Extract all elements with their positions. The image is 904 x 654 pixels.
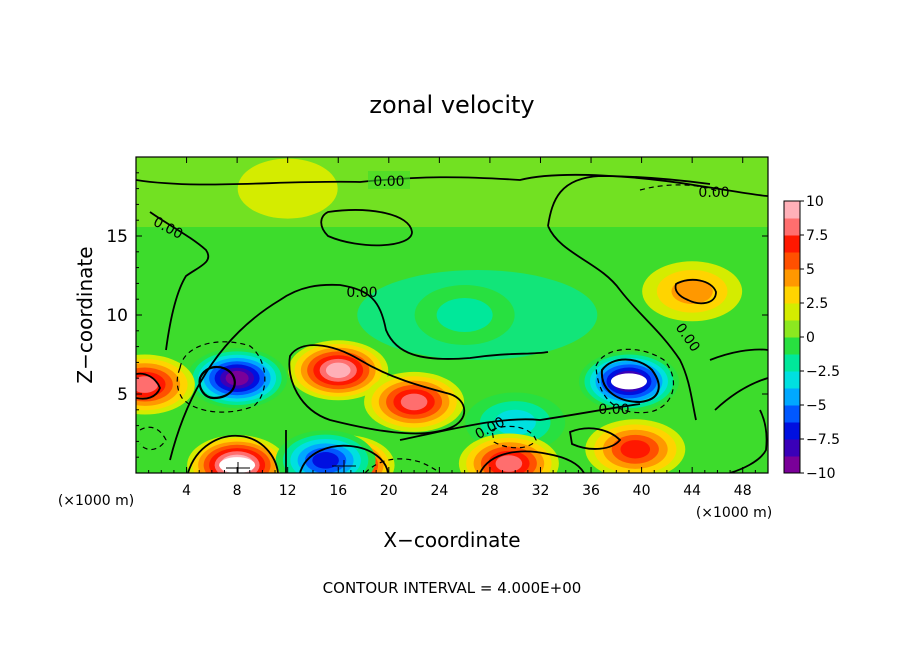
contour-line — [709, 348, 768, 361]
contour-line — [547, 175, 711, 421]
colorbar-swatch — [784, 286, 800, 304]
colorbar-swatch — [784, 252, 800, 270]
colorbar-swatch — [784, 354, 800, 372]
contour-line — [714, 377, 768, 411]
colorbar-tick-label: 2.5 — [806, 296, 828, 312]
contour-line — [288, 344, 466, 435]
colorbar-tick-label: 7.5 — [806, 228, 828, 244]
x-unit-label: (×1000 m) — [696, 505, 772, 521]
x-tick-label: 12 — [279, 483, 297, 499]
x-tick-label: 36 — [582, 483, 600, 499]
colorbar-tick-label: 5 — [806, 262, 815, 278]
contour-line — [320, 209, 413, 247]
x-axis-label: X−coordinate — [383, 528, 520, 552]
colorbar-tick-label: −5 — [806, 398, 827, 414]
colorbar-swatch — [784, 405, 800, 423]
contour-line — [198, 365, 236, 400]
y-axis-label: Z−coordinate — [73, 246, 97, 383]
contour-line — [139, 426, 167, 451]
contour-label: 0.00 — [598, 402, 629, 418]
contour-line — [674, 278, 717, 305]
contour-line — [149, 211, 210, 351]
colorbar-tick-label: 0 — [806, 330, 815, 346]
contour-line — [399, 403, 641, 441]
colorbar-swatch — [784, 371, 800, 389]
colorbar-swatch — [784, 422, 800, 440]
contour-line — [176, 341, 266, 413]
velocity-feature — [288, 340, 389, 401]
plot-area: 0.00 0.00 0.00 0.00 0.00 0.00 0.00 — [136, 157, 768, 473]
contour-lines — [136, 173, 768, 473]
colorbar-swatch — [784, 320, 800, 338]
colorbar-tick-label: 10 — [806, 194, 824, 210]
colorbar-swatch — [784, 218, 800, 236]
velocity-field — [136, 157, 768, 473]
x-tick-label: 8 — [233, 483, 242, 499]
contour-line — [729, 409, 768, 473]
contour-interval-note: CONTOUR INTERVAL = 4.000E+00 — [323, 579, 582, 597]
contour-line — [136, 173, 768, 197]
y-unit-label: (×1000 m) — [58, 493, 134, 509]
velocity-feature — [275, 430, 376, 473]
chart-title: zonal velocity — [369, 91, 534, 119]
x-tick-label: 20 — [380, 483, 398, 499]
x-tick-label: 24 — [430, 483, 448, 499]
colorbar-swatch — [784, 388, 800, 406]
contour-line — [595, 348, 674, 414]
contour-line — [479, 450, 585, 473]
contour-label: 0.00 — [346, 285, 377, 301]
colorbar-swatch — [784, 303, 800, 321]
max-marker — [226, 460, 356, 473]
colorbar-tick-label: −7.5 — [806, 432, 840, 448]
colorbar-swatch — [784, 201, 800, 219]
y-tick-label: 10 — [106, 306, 128, 326]
contour-line — [364, 458, 441, 473]
colorbar-swatch — [784, 269, 800, 287]
x-tick-label: 16 — [329, 483, 347, 499]
contour-line — [491, 425, 537, 449]
colorbar-swatch — [784, 439, 800, 457]
contour-line — [169, 283, 549, 461]
velocity-feature — [364, 371, 465, 432]
x-tick-label: 48 — [734, 483, 752, 499]
y-tick-label: 5 — [117, 385, 128, 405]
contour-label: 0.00 — [698, 185, 729, 201]
colorbar-tick-label: −10 — [806, 466, 836, 482]
contour-line — [568, 427, 622, 450]
colorbar-tick-label: −2.5 — [806, 364, 840, 380]
contour-line — [639, 184, 721, 193]
contour-label: 0.00 — [373, 174, 404, 190]
colorbar-swatch — [784, 235, 800, 253]
colorbar-swatch — [784, 337, 800, 355]
x-tick-label: 44 — [683, 483, 701, 499]
velocity-feature — [642, 261, 743, 322]
x-tick-label: 32 — [532, 483, 550, 499]
velocity-feature — [458, 433, 559, 473]
colorbar-swatch — [784, 456, 800, 474]
contour-line — [187, 434, 279, 473]
upper-band — [136, 157, 768, 227]
velocity-feature — [136, 354, 195, 415]
y-tick-label: 15 — [106, 227, 128, 247]
velocity-feature — [414, 285, 515, 345]
x-tick-label: 4 — [182, 483, 191, 499]
contour-line — [136, 372, 161, 400]
x-axis-ticks: 4 8 12 16 20 24 28 32 36 40 44 48 — [148, 157, 756, 499]
x-tick-label: 28 — [481, 483, 499, 499]
y-axis-ticks: 5 10 15 — [106, 172, 768, 458]
contour-lines-negative — [139, 184, 721, 473]
velocity-feature — [237, 158, 338, 219]
x-tick-label: 40 — [633, 483, 651, 499]
contour-line — [600, 358, 660, 404]
colorbar: 10 7.5 5 2.5 0 −2.5 −5 −7.5 −10 — [783, 194, 840, 482]
